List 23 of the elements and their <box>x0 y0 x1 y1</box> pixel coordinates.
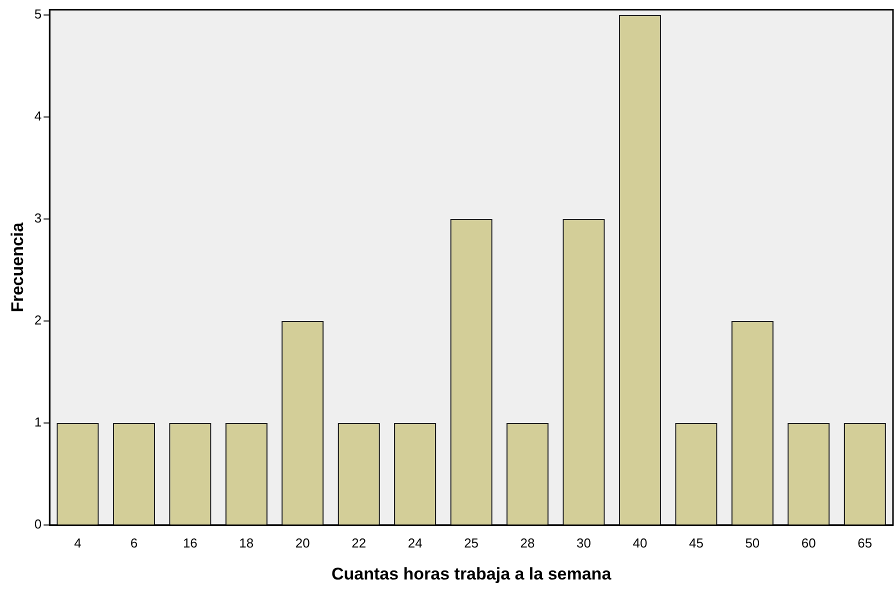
y-tick-label: 3 <box>34 210 42 226</box>
y-tick-label: 1 <box>34 414 42 430</box>
y-tick-label: 2 <box>34 312 42 328</box>
y-axis-title: Frecuencia <box>8 222 27 312</box>
x-tick-label: 65 <box>858 535 872 550</box>
y-tick-label: 0 <box>34 516 42 532</box>
y-tick-label: 5 <box>34 6 42 22</box>
x-tick-label: 60 <box>801 535 816 550</box>
x-tick-label: 24 <box>408 535 422 550</box>
x-tick-label: 25 <box>464 535 479 550</box>
x-tick-label: 28 <box>520 535 535 550</box>
x-tick-label: 4 <box>74 535 82 550</box>
x-tick-label: 50 <box>745 535 760 550</box>
x-tick-label: 45 <box>688 535 704 550</box>
x-tick-label: 30 <box>576 535 591 550</box>
x-tick-label: 40 <box>632 535 648 550</box>
y-tick-label: 4 <box>34 108 42 124</box>
x-tick-label: 18 <box>239 535 254 550</box>
x-tick-label: 16 <box>182 535 198 550</box>
x-axis-title: Cuantas horas trabaja a la semana <box>331 564 612 584</box>
x-tick-label: 6 <box>130 535 138 550</box>
x-tick-label: 20 <box>295 535 310 550</box>
x-tick-label: 22 <box>352 535 366 550</box>
